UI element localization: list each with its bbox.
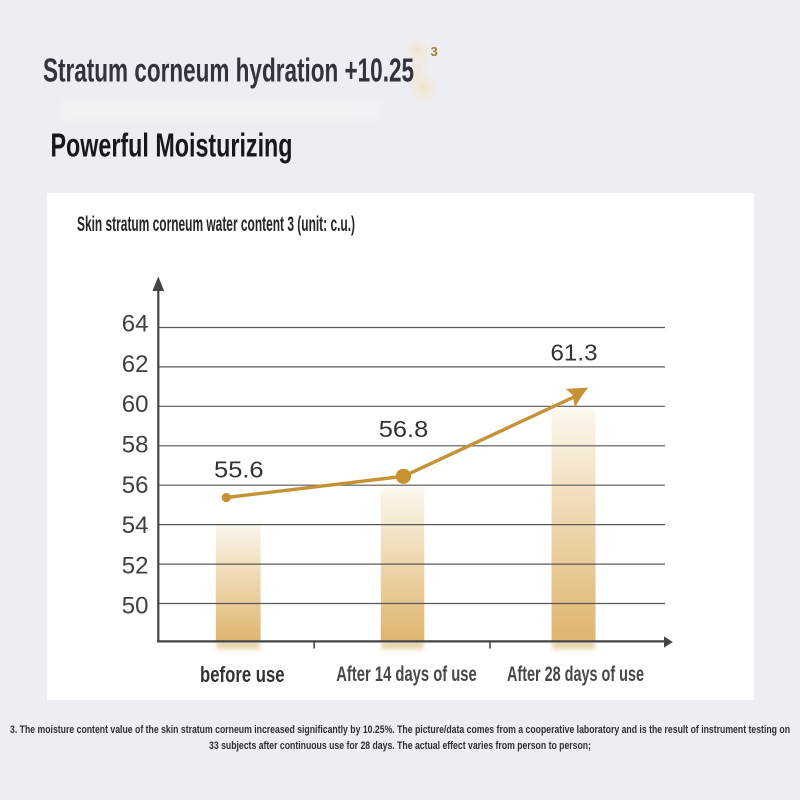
svg-text:Powerful Moisturizing: Powerful Moisturizing: [51, 127, 293, 164]
svg-text:61.3: 61.3: [551, 340, 598, 366]
svg-text:60: 60: [122, 391, 149, 418]
svg-text:54: 54: [122, 512, 149, 539]
svg-text:Skin stratum corneum water con: Skin stratum corneum water content 3 (un…: [77, 212, 355, 236]
svg-text:33 subjects after continuous u: 33 subjects after continuous use for 28 …: [209, 740, 591, 752]
svg-text:3: 3: [431, 44, 438, 59]
svg-text:56.8: 56.8: [379, 416, 429, 442]
svg-text:Stratum corneum hydration +10.: Stratum corneum hydration +10.25: [43, 52, 414, 89]
svg-text:56: 56: [122, 472, 149, 499]
svg-text:64: 64: [122, 311, 149, 338]
svg-text:58: 58: [122, 431, 149, 458]
svg-text:50: 50: [122, 593, 149, 620]
svg-text:After 28 days of use: After 28 days of use: [507, 661, 644, 686]
svg-text:After 14 days of use: After 14 days of use: [336, 661, 477, 686]
svg-text:3. The moisture content value: 3. The moisture content value of the ski…: [10, 724, 790, 736]
svg-text:55.6: 55.6: [214, 457, 264, 483]
svg-text:before use: before use: [200, 662, 285, 687]
svg-text:52: 52: [122, 552, 149, 579]
svg-text:62: 62: [122, 351, 149, 378]
